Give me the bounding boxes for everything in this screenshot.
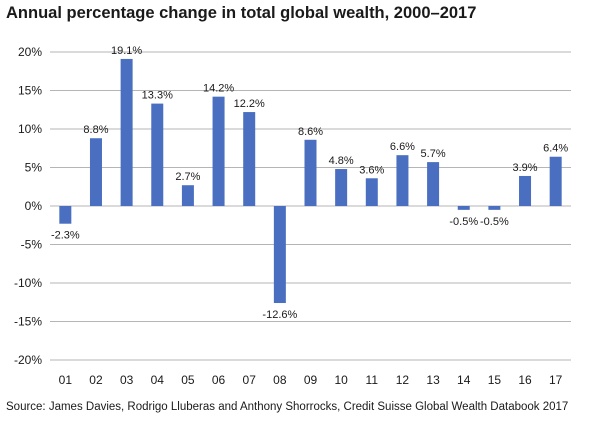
bar xyxy=(365,178,378,206)
x-tick-label: 03 xyxy=(120,373,134,387)
x-tick-label: 10 xyxy=(334,373,348,387)
x-tick-label: 12 xyxy=(396,373,410,387)
bar xyxy=(151,103,164,206)
data-label: 14.2% xyxy=(203,83,234,95)
x-tick-label: 09 xyxy=(304,373,318,387)
data-label: 12.2% xyxy=(234,98,265,110)
bar xyxy=(457,206,470,210)
x-tick-label: 07 xyxy=(243,373,257,387)
x-tick-label: 06 xyxy=(212,373,226,387)
x-tick-label: 02 xyxy=(89,373,103,387)
x-tick-label: 16 xyxy=(518,373,532,387)
data-label: 4.8% xyxy=(329,155,354,167)
data-label: 5.7% xyxy=(421,148,446,160)
x-tick-label: 04 xyxy=(151,373,165,387)
bar xyxy=(181,185,194,206)
x-tick-label: 14 xyxy=(457,373,471,387)
data-label: 8.6% xyxy=(298,126,323,138)
y-tick-label: 0% xyxy=(25,199,43,213)
bar xyxy=(304,139,317,206)
data-label: -0.5% xyxy=(480,216,509,228)
x-tick-label: 01 xyxy=(59,373,73,387)
data-label: 6.4% xyxy=(543,143,568,155)
source-note: Source: James Davies, Rodrigo Lluberas a… xyxy=(6,401,569,413)
bar xyxy=(549,156,562,206)
data-label: 13.3% xyxy=(142,90,173,102)
y-tick-label: -5% xyxy=(21,238,43,252)
bar xyxy=(59,206,72,224)
x-tick-label: 17 xyxy=(549,373,563,387)
data-label: 3.6% xyxy=(359,164,384,176)
y-axis-ticks: 20% 15% 10% 5% 0% -5% -10% -15% -20% xyxy=(14,45,42,367)
bars xyxy=(59,58,562,304)
bar xyxy=(519,175,532,206)
x-tick-label: 08 xyxy=(273,373,287,387)
y-tick-label: -15% xyxy=(14,315,42,329)
y-tick-label: -10% xyxy=(14,276,42,290)
x-tick-label: 15 xyxy=(488,373,502,387)
bar xyxy=(243,112,256,206)
y-tick-label: 20% xyxy=(18,45,42,59)
bar xyxy=(120,58,133,207)
y-tick-label: 5% xyxy=(25,161,43,175)
x-tick-label: 13 xyxy=(426,373,440,387)
bar xyxy=(335,169,348,206)
data-label: 6.6% xyxy=(390,141,415,153)
bar xyxy=(488,206,501,210)
x-axis-ticks: 01 02 03 04 05 06 07 08 09 10 11 12 13 14 15 16 17 xyxy=(59,373,563,387)
data-label: 2.7% xyxy=(175,171,200,183)
data-label: 19.1% xyxy=(111,45,142,57)
data-label: -2.3% xyxy=(51,230,80,242)
bar xyxy=(427,162,440,206)
bar xyxy=(396,155,409,206)
y-tick-label: -20% xyxy=(14,353,42,367)
data-label: 3.9% xyxy=(512,162,537,174)
bar xyxy=(273,206,286,304)
y-tick-label: 15% xyxy=(18,84,42,98)
bar xyxy=(212,96,225,206)
x-tick-label: 11 xyxy=(366,373,379,387)
data-label: -0.5% xyxy=(449,216,478,228)
data-labels: -2.3% 8.8% 19.1% 13.3% 2.7% 14.2%12.2% -12.6% 8… xyxy=(51,45,568,321)
y-tick-label: 10% xyxy=(18,122,42,136)
data-label: 8.8% xyxy=(83,124,108,136)
bar xyxy=(89,138,102,206)
x-tick-label: 05 xyxy=(181,373,195,387)
data-label: -12.6% xyxy=(262,309,297,321)
chart-title: Annual percentage change in total global… xyxy=(6,4,477,22)
